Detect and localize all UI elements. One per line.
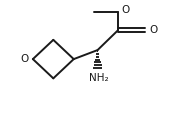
Text: O: O	[149, 25, 158, 35]
Text: NH₂: NH₂	[89, 73, 108, 83]
Text: O: O	[20, 54, 28, 64]
Text: O: O	[121, 5, 129, 15]
